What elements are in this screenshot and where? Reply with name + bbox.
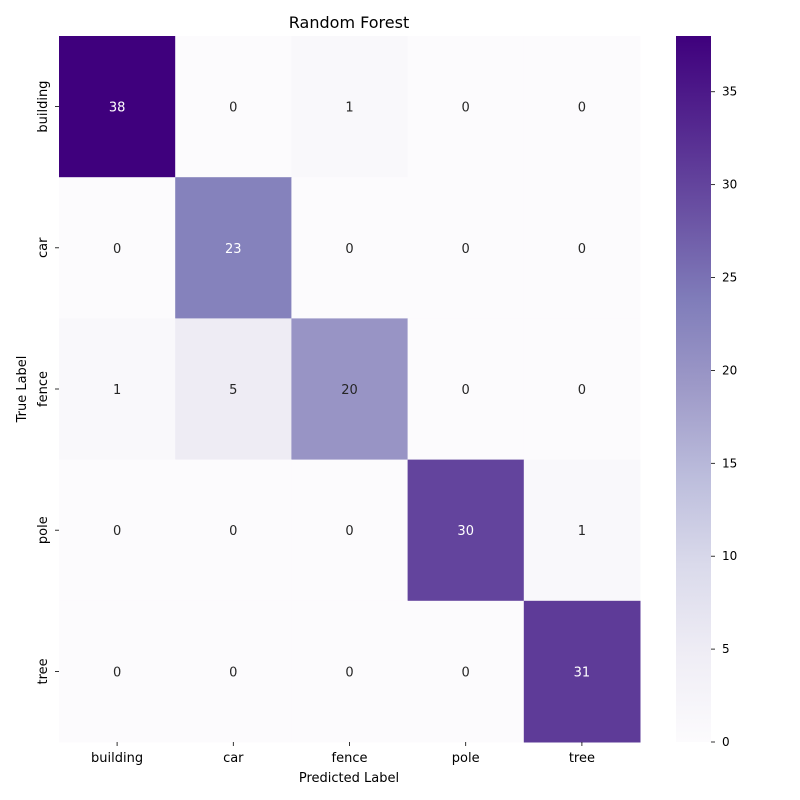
y-tick-label-0: building <box>36 81 51 133</box>
colorbar-tick-label-2: 10 <box>722 549 737 563</box>
heatmap-cell-r2-c2 <box>291 318 409 461</box>
heatmap-cells: 38 0 1 0 0 0 23 0 0 0 1 5 20 0 0 0 0 0 30 1 0 0 0 0 31 <box>59 36 641 743</box>
colorbar-tick-label-7: 35 <box>722 85 737 99</box>
cell-value-r4-c3: 0 <box>462 665 470 680</box>
cell-value-r3-c0: 0 <box>113 524 121 539</box>
heatmap-cell-r1-c2 <box>291 177 409 319</box>
colorbar-tick-label-3: 15 <box>722 456 737 470</box>
x-tick-label-3: pole <box>452 751 480 766</box>
heatmap-cell-r3-c3 <box>407 459 525 602</box>
colorbar-tick-label-6: 30 <box>722 178 737 192</box>
cell-value-r3-c3: 30 <box>457 524 474 539</box>
heatmap-cell-r4-c3 <box>407 600 525 743</box>
heatmap-cell-r0-c0 <box>59 36 176 178</box>
heatmap-cell-r2-c4 <box>523 318 641 461</box>
cell-value-r2-c4: 0 <box>578 383 586 398</box>
cell-value-r1-c4: 0 <box>578 242 586 257</box>
cell-value-r2-c2: 20 <box>341 383 358 398</box>
heatmap-cell-r2-c0 <box>59 318 176 461</box>
heatmap-cell-r2-c3 <box>407 318 525 461</box>
x-tick-label-4: tree <box>569 751 595 766</box>
colorbar-tick-label-1: 5 <box>722 642 730 656</box>
y-tick-label-1: car <box>36 237 51 258</box>
heatmap-cell-r1-c1 <box>175 177 292 319</box>
heatmap-cell-r0-c4 <box>523 36 641 178</box>
heatmap-cell-r0-c2 <box>291 36 409 178</box>
x-axis-label: Predicted Label <box>299 771 399 786</box>
chart-title: Random Forest <box>289 13 409 32</box>
cell-value-r4-c1: 0 <box>229 665 237 680</box>
y-tick-label-2: fence <box>36 371 51 407</box>
cell-value-r0-c0: 38 <box>109 101 126 116</box>
heatmap-cell-r0-c3 <box>407 36 525 178</box>
heatmap-cell-r4-c1 <box>175 600 292 743</box>
cell-value-r4-c4: 31 <box>574 665 591 680</box>
cell-value-r2-c0: 1 <box>113 383 121 398</box>
x-axis-ticks: building car fence pole tree <box>91 742 595 766</box>
cell-value-r1-c1: 23 <box>225 242 242 257</box>
cell-value-r0-c4: 0 <box>578 101 586 116</box>
y-tick-label-3: pole <box>36 516 51 544</box>
colorbar-tick-label-4: 20 <box>722 363 737 377</box>
x-tick-label-2: fence <box>332 751 368 766</box>
cell-value-r3-c1: 0 <box>229 524 237 539</box>
heatmap-cell-r1-c4 <box>523 177 641 319</box>
heatmap-cell-r1-c0 <box>59 177 176 319</box>
x-tick-label-1: car <box>223 751 244 766</box>
cell-value-r4-c0: 0 <box>113 665 121 680</box>
heatmap-cell-r3-c4 <box>523 459 641 602</box>
heatmap-cell-r3-c2 <box>291 459 409 602</box>
cell-value-r1-c0: 0 <box>113 242 121 257</box>
heatmap-cell-r4-c2 <box>291 600 409 743</box>
colorbar-ticks: 0 5 10 15 20 25 30 35 <box>711 85 737 749</box>
y-axis-ticks: building car fence pole tree <box>36 81 59 684</box>
heatmap-cell-r4-c0 <box>59 600 176 743</box>
y-axis-label: True Label <box>15 356 30 424</box>
cell-value-r0-c1: 0 <box>229 101 237 116</box>
cell-value-r0-c3: 0 <box>462 101 470 116</box>
cell-value-r1-c2: 0 <box>345 242 353 257</box>
cell-value-r0-c2: 1 <box>345 101 353 116</box>
heatmap-cell-r3-c1 <box>175 459 292 602</box>
x-tick-label-0: building <box>91 751 143 766</box>
y-tick-label-4: tree <box>36 658 51 684</box>
heatmap-cell-r1-c3 <box>407 177 525 319</box>
cell-value-r2-c1: 5 <box>229 383 237 398</box>
heatmap-cell-r3-c0 <box>59 459 176 602</box>
colorbar-tick-label-0: 0 <box>722 735 730 749</box>
colorbar-tick-label-5: 25 <box>722 271 737 285</box>
colorbar <box>676 36 711 742</box>
cell-value-r3-c4: 1 <box>578 524 586 539</box>
cell-value-r1-c3: 0 <box>462 242 470 257</box>
heatmap-cell-r2-c1 <box>175 318 292 461</box>
cell-value-r2-c3: 0 <box>462 383 470 398</box>
cell-value-r4-c2: 0 <box>345 665 353 680</box>
heatmap-cell-r4-c4 <box>523 600 641 743</box>
cell-value-r3-c2: 0 <box>345 524 353 539</box>
heatmap-cell-r0-c1 <box>175 36 292 178</box>
